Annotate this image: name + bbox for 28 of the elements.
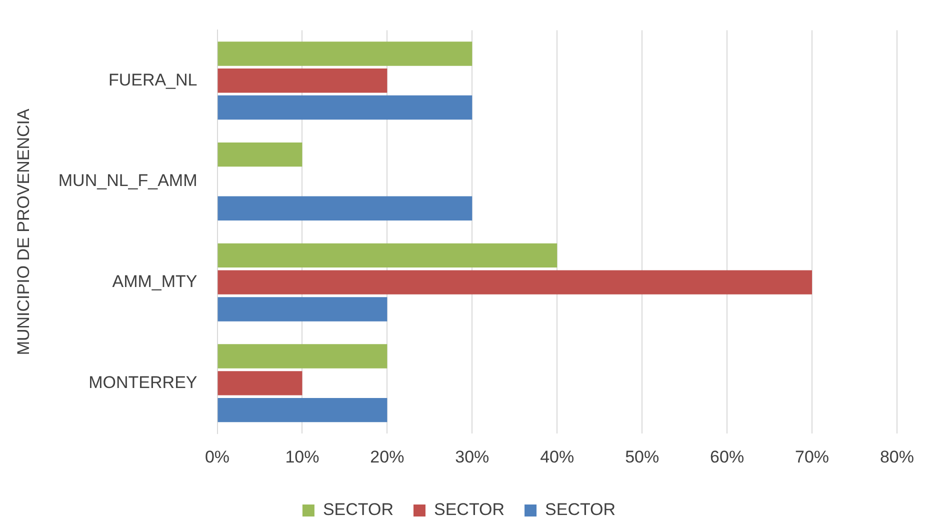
legend-label: SECTOR <box>545 500 616 520</box>
y-tick-label: FUERA_NL <box>108 70 198 90</box>
legend-label: SECTOR <box>434 500 505 520</box>
x-tick-label: 10% <box>285 447 320 466</box>
bar <box>218 297 388 322</box>
y-tick-label: MONTERREY <box>88 372 198 392</box>
x-tick-label: 20% <box>370 447 404 466</box>
y-tick-label: AMM_MTY <box>112 272 198 292</box>
bar <box>218 95 472 120</box>
bar <box>218 371 302 396</box>
x-tick-label: 30% <box>455 447 490 466</box>
bar <box>218 68 388 93</box>
legend-label: SECTOR <box>322 500 394 520</box>
x-tick-label: 0% <box>204 447 230 466</box>
bar <box>218 142 302 167</box>
x-tick-label: 50% <box>625 447 660 466</box>
x-tick-label: 70% <box>795 447 830 466</box>
x-tick-label: 40% <box>540 447 574 466</box>
bar <box>218 270 812 294</box>
bar <box>218 398 388 422</box>
y-axis-title: MUNICIPIO DE PROVENENCIA <box>14 108 33 356</box>
bar <box>218 243 558 268</box>
y-tick-label: MUN_NL_F_AMM <box>58 171 198 190</box>
x-tick-label: 60% <box>710 447 744 466</box>
bar <box>218 196 472 220</box>
x-tick-label: 80% <box>880 447 914 466</box>
bar <box>218 344 388 368</box>
bar <box>218 42 472 66</box>
